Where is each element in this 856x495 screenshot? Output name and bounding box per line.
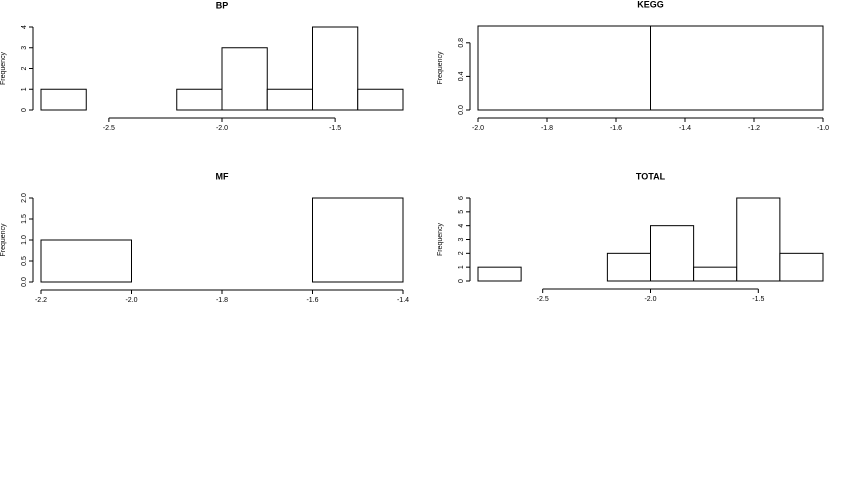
y-tick-label: 0.5 [21,256,28,266]
bar [312,197,404,283]
y-tick-label: 4 [21,25,28,29]
bar [312,26,359,111]
y-tick-label: 2.0 [21,193,28,203]
bar [779,252,824,282]
x-tick-label: -2.0 [644,296,656,303]
y-tick-label: 6 [458,196,465,200]
x-tick-label: -1.6 [610,125,622,132]
bar [266,88,313,111]
y-tick-label: 0.0 [458,105,465,115]
x-tick-label: -2.0 [125,297,137,304]
x-tick-label: -2.0 [472,125,484,132]
bar [477,266,522,282]
y-tick-label: 3 [458,237,465,241]
x-tick-label: -1.5 [752,296,764,303]
x-tick-label: -2.0 [216,125,228,132]
y-axis-label: Frequency [437,51,444,85]
bar [736,197,781,282]
bar [221,47,268,111]
bar [650,225,695,282]
x-tick-label: -1.4 [679,125,691,132]
bar [650,25,824,111]
y-axis-label: Frequency [437,222,444,256]
bar [693,266,738,282]
x-tick-label: -1.2 [748,125,760,132]
chart-title: MF [216,171,229,181]
y-tick-label: 0.8 [458,38,465,48]
bar [176,88,223,111]
y-tick-label: 3 [21,46,28,50]
y-tick-label: 1 [21,87,28,91]
bar [40,239,132,283]
y-axis-label: Frequency [0,51,7,85]
y-tick-label: 2 [21,66,28,70]
y-tick-label: 0 [458,279,465,283]
bar [40,88,87,111]
x-tick-label: -2.5 [103,125,115,132]
x-tick-label: -1.6 [306,297,318,304]
y-tick-label: 0 [21,108,28,112]
bar [357,88,404,111]
chart-title: KEGG [637,0,664,9]
y-tick-label: 2 [458,251,465,255]
y-tick-label: 0.0 [21,277,28,287]
bar [606,252,651,282]
y-tick-label: 4 [458,224,465,228]
x-tick-label: -2.5 [537,296,549,303]
bar [477,25,651,111]
x-tick-label: -1.0 [817,125,829,132]
y-tick-label: 0.4 [458,71,465,81]
y-tick-label: 5 [458,210,465,214]
x-tick-label: -2.2 [35,297,47,304]
chart-title: TOTAL [636,171,666,181]
y-tick-label: 1.5 [21,214,28,224]
y-axis-label: Frequency [0,223,7,257]
x-tick-label: -1.8 [541,125,553,132]
x-tick-label: -1.4 [397,297,409,304]
chart-title: BP [216,0,229,10]
x-tick-label: -1.8 [216,297,228,304]
x-tick-label: -1.5 [329,125,341,132]
y-tick-label: 1.0 [21,235,28,245]
y-tick-label: 1 [458,265,465,269]
